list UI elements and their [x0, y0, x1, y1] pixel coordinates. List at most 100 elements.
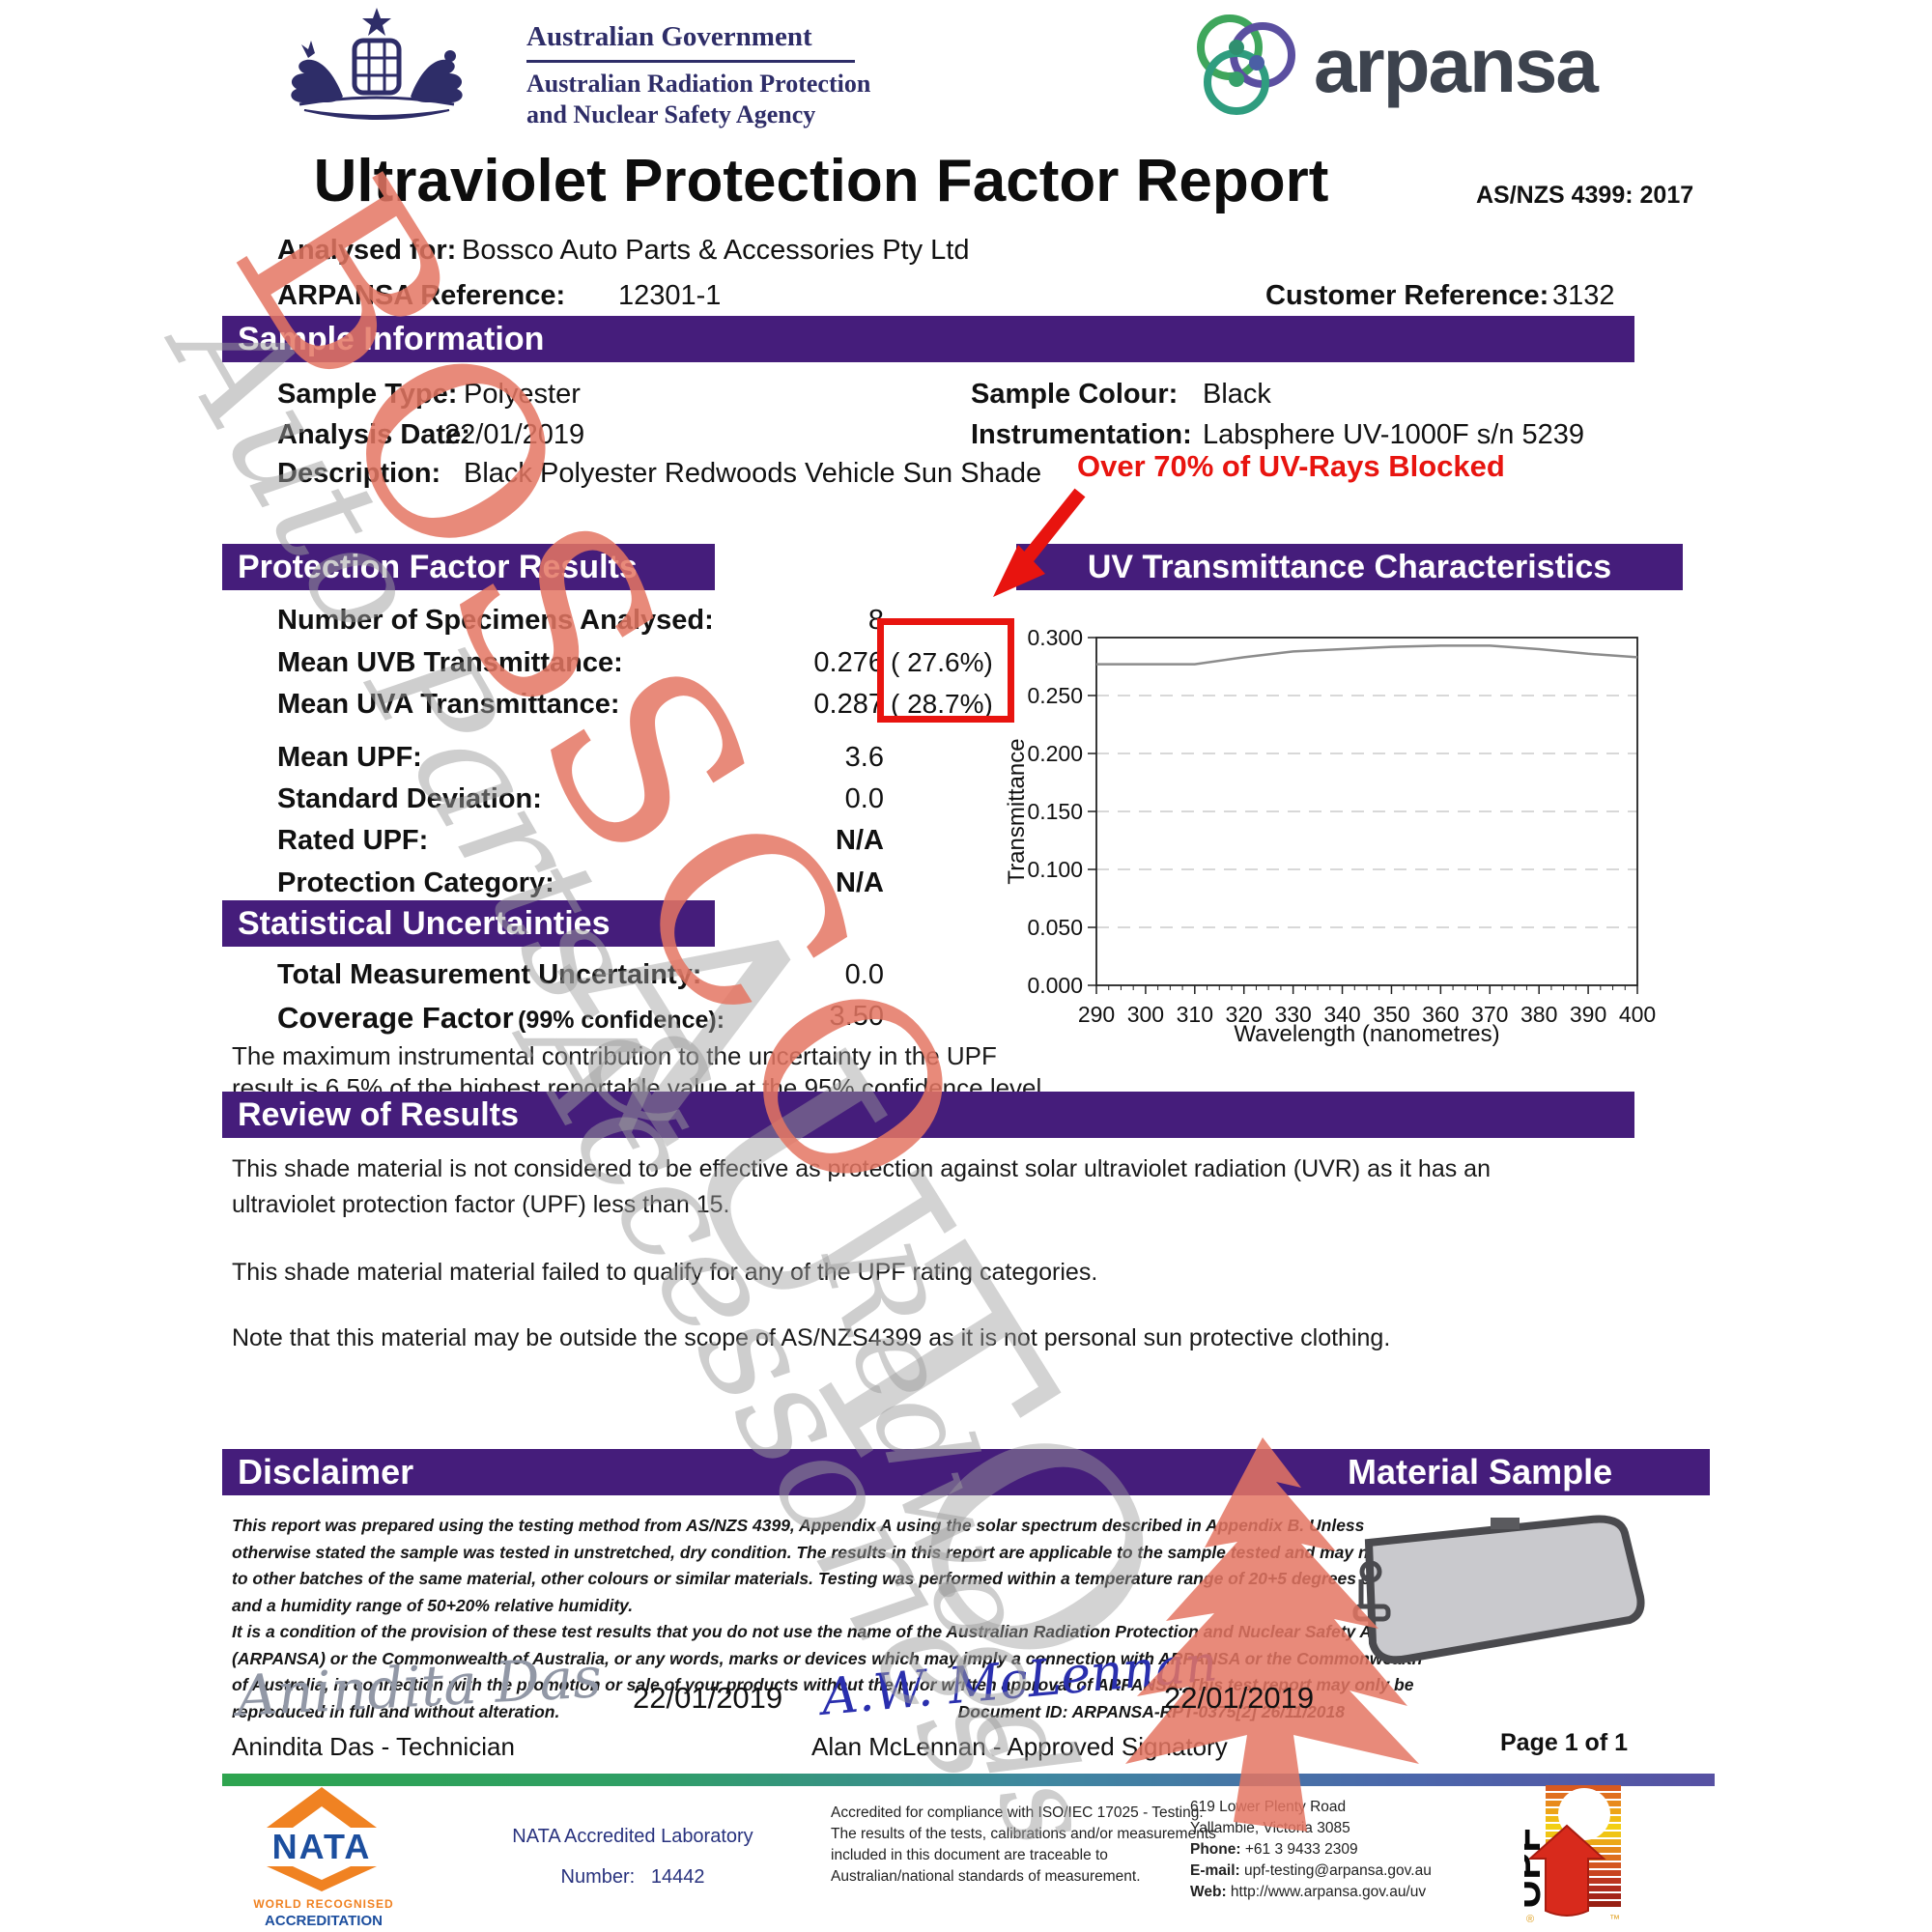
web-label: Web:	[1190, 1884, 1227, 1900]
pfr-row-value: 0.0	[844, 783, 884, 814]
pfr-row-value: 8	[867, 605, 884, 636]
address-line2: Yallambie, Victoria 3085	[1190, 1820, 1350, 1836]
svg-text:0.050: 0.050	[1027, 915, 1083, 940]
email-value: upf-testing@arpansa.gov.au	[1244, 1862, 1432, 1879]
review-paragraph-line: This shade material material failed to q…	[232, 1259, 1098, 1286]
pfr-row-value: N/A	[836, 867, 884, 898]
uv-blocked-annotation: Over 70% of UV-Rays Blocked	[1077, 449, 1505, 483]
total-uncertainty-label: Total Measurement Uncertainty:	[277, 959, 702, 990]
arpansa-reference-value: 12301-1	[618, 280, 722, 311]
svg-text:320: 320	[1226, 1002, 1263, 1027]
web-value: http://www.arpansa.gov.au/uv	[1230, 1884, 1427, 1900]
svg-text:0.000: 0.000	[1027, 973, 1083, 998]
svg-text:0.200: 0.200	[1027, 741, 1083, 766]
technician-sign-date: 22/01/2019	[633, 1681, 783, 1715]
coverage-factor-label: Coverage Factor (99% confidence):	[277, 1001, 724, 1036]
disclaimer-line: to other batches of the same material, o…	[232, 1569, 1419, 1588]
svg-text:0.150: 0.150	[1027, 799, 1083, 824]
pfr-row-label: Standard Deviation:	[277, 783, 542, 814]
svg-text:360: 360	[1422, 1002, 1459, 1027]
technician-name: Anindita Das - Technician	[232, 1732, 515, 1761]
material-sample-heading: Material Sample	[1348, 1452, 1613, 1492]
uv-transmittance-header: UV Transmittance Characteristics	[1016, 544, 1683, 590]
gov-title: Australian Government	[526, 21, 812, 52]
nata-accreditation: ACCREDITATION	[265, 1913, 383, 1929]
pfr-row-label: Protection Category:	[277, 867, 554, 898]
accreditation-line: Accredited for compliance with ISO/IEC 1…	[831, 1804, 1204, 1821]
gov-divider	[526, 60, 855, 63]
nata-number: Number: 14442	[473, 1866, 792, 1889]
sample-type-label: Sample Type:	[277, 379, 458, 410]
pfr-row-label: Number of Specimens Analysed:	[277, 605, 714, 636]
analysed-for-label: Analysed for:	[277, 235, 457, 266]
review-paragraph-line: This shade material is not considered to…	[232, 1155, 1491, 1182]
description-label: Description:	[277, 458, 441, 489]
instrumentation-label: Instrumentation:	[971, 419, 1192, 450]
page-number: Page 1 of 1	[1500, 1729, 1628, 1756]
pfr-row-value: 3.6	[844, 742, 884, 773]
total-uncertainty-value: 0.0	[844, 959, 884, 990]
red-arrow-icon	[993, 488, 1086, 597]
customer-reference-value: 3132	[1552, 280, 1615, 311]
svg-text:350: 350	[1373, 1002, 1409, 1027]
web-line: Web: http://www.arpansa.gov.au/uv	[1190, 1882, 1432, 1903]
analysis-date-label: Analysis Date:	[277, 419, 470, 450]
svg-text:300: 300	[1127, 1002, 1164, 1027]
pfr-row-value: 0.287	[813, 689, 884, 720]
svg-text:340: 340	[1323, 1002, 1360, 1027]
arpansa-reference-label: ARPANSA Reference:	[277, 280, 566, 311]
coverage-factor-label-main: Coverage Factor	[277, 1001, 514, 1035]
svg-text:390: 390	[1570, 1002, 1606, 1027]
disclaimer-header-bar: Disclaimer Material Sample	[222, 1449, 1710, 1495]
chart-x-axis-label: Wavelength (nanometres)	[1234, 1021, 1499, 1047]
customer-reference-label: Customer Reference:	[1265, 280, 1549, 311]
nata-logo-icon: NATA	[267, 1787, 377, 1891]
uv-transmittance-chart: 0.000 0.050 0.100 0.150 0.200 0.250 0.300 290 30…	[1005, 625, 1656, 1047]
svg-text:0.300: 0.300	[1027, 625, 1083, 650]
review-of-results-header: Review of Results	[222, 1092, 1634, 1138]
svg-text:370: 370	[1471, 1002, 1508, 1027]
nata-lab-label: NATA Accredited Laboratory	[512, 1826, 753, 1847]
coverage-factor-label-sub: (99% confidence):	[518, 1007, 725, 1034]
disclaimer-line: (ARPANSA) or the Commonwealth of Austral…	[232, 1648, 1423, 1668]
email-line: E-mail: upf-testing@arpansa.gov.au	[1190, 1861, 1432, 1882]
svg-text:330: 330	[1274, 1002, 1311, 1027]
disclaimer-line: otherwise stated the sample was tested i…	[232, 1542, 1434, 1562]
phone-label: Phone:	[1190, 1841, 1241, 1858]
svg-text:0.100: 0.100	[1027, 857, 1083, 882]
upf-logo-icon: UPF ® ™	[1524, 1785, 1621, 1925]
pfr-row-value: N/A	[836, 825, 884, 856]
review-paragraph-line: Note that this material may be outside t…	[232, 1324, 1391, 1351]
disclaimer-line: of Australia, in connection with the pro…	[232, 1675, 1414, 1694]
svg-text:™: ™	[1609, 1914, 1620, 1925]
protection-factor-results-header: Protection Factor Results	[222, 544, 715, 590]
phone-value: +61 3 9433 2309	[1244, 1841, 1358, 1858]
accreditation-line: Australian/national standards of measure…	[831, 1868, 1141, 1885]
disclaimer-line: reproduced in full and without alteratio…	[232, 1701, 560, 1721]
nata-number-value: 14442	[650, 1866, 705, 1888]
nata-world-recognised: WORLD RECOGNISED	[253, 1897, 394, 1911]
sample-colour-value: Black	[1203, 379, 1271, 410]
nata-number-label: Number:	[560, 1866, 636, 1888]
disclaimer-heading: Disclaimer	[238, 1452, 414, 1492]
pfr-row-label: Mean UVB Transmittance:	[277, 647, 623, 678]
disclaimer-line: This report was prepared using the testi…	[232, 1516, 1365, 1535]
signatory-name: Alan McLennan - Approved Signatory	[811, 1732, 1228, 1761]
pfr-row-percent: ( 27.6%)	[891, 647, 993, 677]
contact-block: 619 Lower Plenty Road Yallambie, Victori…	[1190, 1797, 1432, 1903]
svg-text:380: 380	[1520, 1002, 1557, 1027]
review-paragraph-line: ultraviolet protection factor (UPF) less…	[232, 1191, 730, 1218]
accreditation-statement: Accredited for compliance with ISO/IEC 1…	[831, 1803, 1216, 1888]
disclaimer-line: It is a condition of the provision of th…	[232, 1622, 1421, 1641]
pfr-row-label: Mean UPF:	[277, 742, 422, 773]
pfr-row-value: 0.276	[813, 647, 884, 678]
disclaimer-line: and a humidity range of 50+20% relative …	[232, 1595, 634, 1615]
disclaimer-text: This report was prepared using the testi…	[232, 1513, 1434, 1725]
address-line1: 619 Lower Plenty Road	[1190, 1799, 1347, 1815]
description-value: Black Polyester Redwoods Vehicle Sun Sha…	[464, 458, 1042, 489]
accreditation-line: included in this document are traceable …	[831, 1847, 1108, 1863]
svg-text:400: 400	[1619, 1002, 1656, 1027]
statistical-uncertainties-header: Statistical Uncertainties	[222, 900, 715, 947]
arpansa-logo-text: arpansa	[1314, 22, 1599, 108]
page-title: Ultraviolet Protection Factor Report	[313, 148, 1329, 214]
